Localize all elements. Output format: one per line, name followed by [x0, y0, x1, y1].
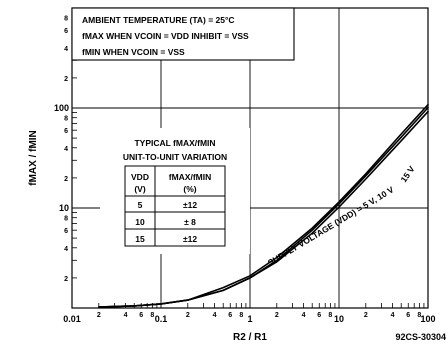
x-axis-label: R2 / R1 [233, 332, 267, 343]
curve-15v [98, 110, 429, 308]
x-minor-tick-label: 2 [364, 312, 368, 319]
y-minor-tick-label: 8 [64, 116, 68, 123]
variation-table: TYPICAL fMAX/fMIN UNIT-TO-UNIT VARIATION… [100, 128, 250, 254]
variation-table-vdd-2: 10 [135, 217, 145, 227]
y-minor-tick-label: 2 [64, 76, 68, 83]
y-minor-tick-label: 6 [64, 28, 68, 35]
variation-table-vdd-3: 15 [135, 234, 145, 244]
figure-code: 92CS-30304 [395, 332, 446, 342]
variation-table-title-2: UNIT-TO-UNIT VARIATION [123, 152, 227, 162]
x-minor-tick-label: 8 [417, 312, 421, 319]
x-minor-tick-label: 4 [213, 312, 217, 319]
conditions-line-1: AMBIENT TEMPERATURE (TA) = 25°C [82, 15, 235, 25]
x-minor-tick-label: 4 [124, 312, 128, 319]
x-tick-label: 1 [247, 314, 252, 324]
x-minor-tick-label: 8 [328, 312, 332, 319]
variation-table-header-vdd-unit: (V) [134, 184, 146, 194]
conditions-line-3: fMIN WHEN VCOIN = VSS [82, 47, 185, 57]
y-axis-label: fMAX / fMIN [28, 130, 39, 186]
y-minor-tick-label: 4 [64, 246, 68, 253]
y-minor-tick-label: 8 [64, 16, 68, 23]
x-minor-tick-label: 2 [275, 312, 279, 319]
x-minor-tick-label: 6 [317, 312, 321, 319]
y-tick-label: 10 [59, 203, 69, 213]
x-minor-tick-label: 4 [302, 312, 306, 319]
y-minor-tick-label: 2 [64, 176, 68, 183]
x-minor-tick-label: 6 [139, 312, 143, 319]
variation-table-vdd-1: 5 [138, 200, 143, 210]
y-minor-tick-label: 2 [64, 276, 68, 283]
x-tick-label: 100 [420, 314, 435, 324]
variation-table-value-2: ± 8 [184, 217, 196, 227]
variation-table-value-3: ±12 [183, 234, 197, 244]
conditions-note: AMBIENT TEMPERATURE (TA) = 25°C fMAX WHE… [71, 7, 295, 61]
y-minor-tick-label: 6 [64, 128, 68, 135]
x-minor-tick-label: 6 [406, 312, 410, 319]
curve-label-15v: 15 V [398, 164, 416, 184]
x-tick-label: 0.01 [63, 314, 81, 324]
variation-table-value-1: ±12 [183, 200, 197, 210]
curves [98, 103, 429, 308]
x-tick-label: 10 [334, 314, 344, 324]
x-minor-tick-label: 6 [228, 312, 232, 319]
variation-table-header-vdd: VDD [131, 172, 149, 182]
x-minor-tick-label: 2 [186, 312, 190, 319]
variation-table-header-ratio: fMAX/fMIN [169, 172, 212, 182]
x-minor-tick-label: 2 [97, 312, 101, 319]
x-minor-tick-label: 8 [150, 312, 154, 319]
y-minor-tick-label: 4 [64, 46, 68, 53]
variation-table-frame [124, 165, 226, 247]
y-tick-label: 100 [54, 103, 69, 113]
conditions-line-2: fMAX WHEN VCOIN = VDD INHIBIT = VSS [82, 31, 249, 41]
x-tick-label: 0.1 [155, 314, 168, 324]
y-minor-tick-label: 4 [64, 146, 68, 153]
y-minor-tick-label: 6 [64, 228, 68, 235]
x-minor-tick-label: 4 [391, 312, 395, 319]
y-minor-tick-label: 8 [64, 216, 68, 223]
variation-table-title-1: TYPICAL fMAX/fMIN [134, 138, 215, 148]
variation-table-header-ratio-unit: (%) [183, 184, 196, 194]
conditions-note-box [71, 7, 295, 61]
curve-label-voltage: SUPPLY VOLTAGE (VDD) = 5 V, 10 V [266, 184, 396, 267]
x-minor-tick-label: 8 [239, 312, 243, 319]
